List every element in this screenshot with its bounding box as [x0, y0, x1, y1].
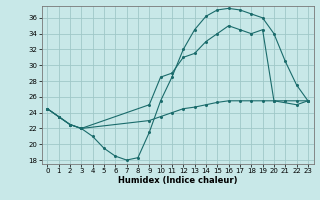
- X-axis label: Humidex (Indice chaleur): Humidex (Indice chaleur): [118, 176, 237, 185]
